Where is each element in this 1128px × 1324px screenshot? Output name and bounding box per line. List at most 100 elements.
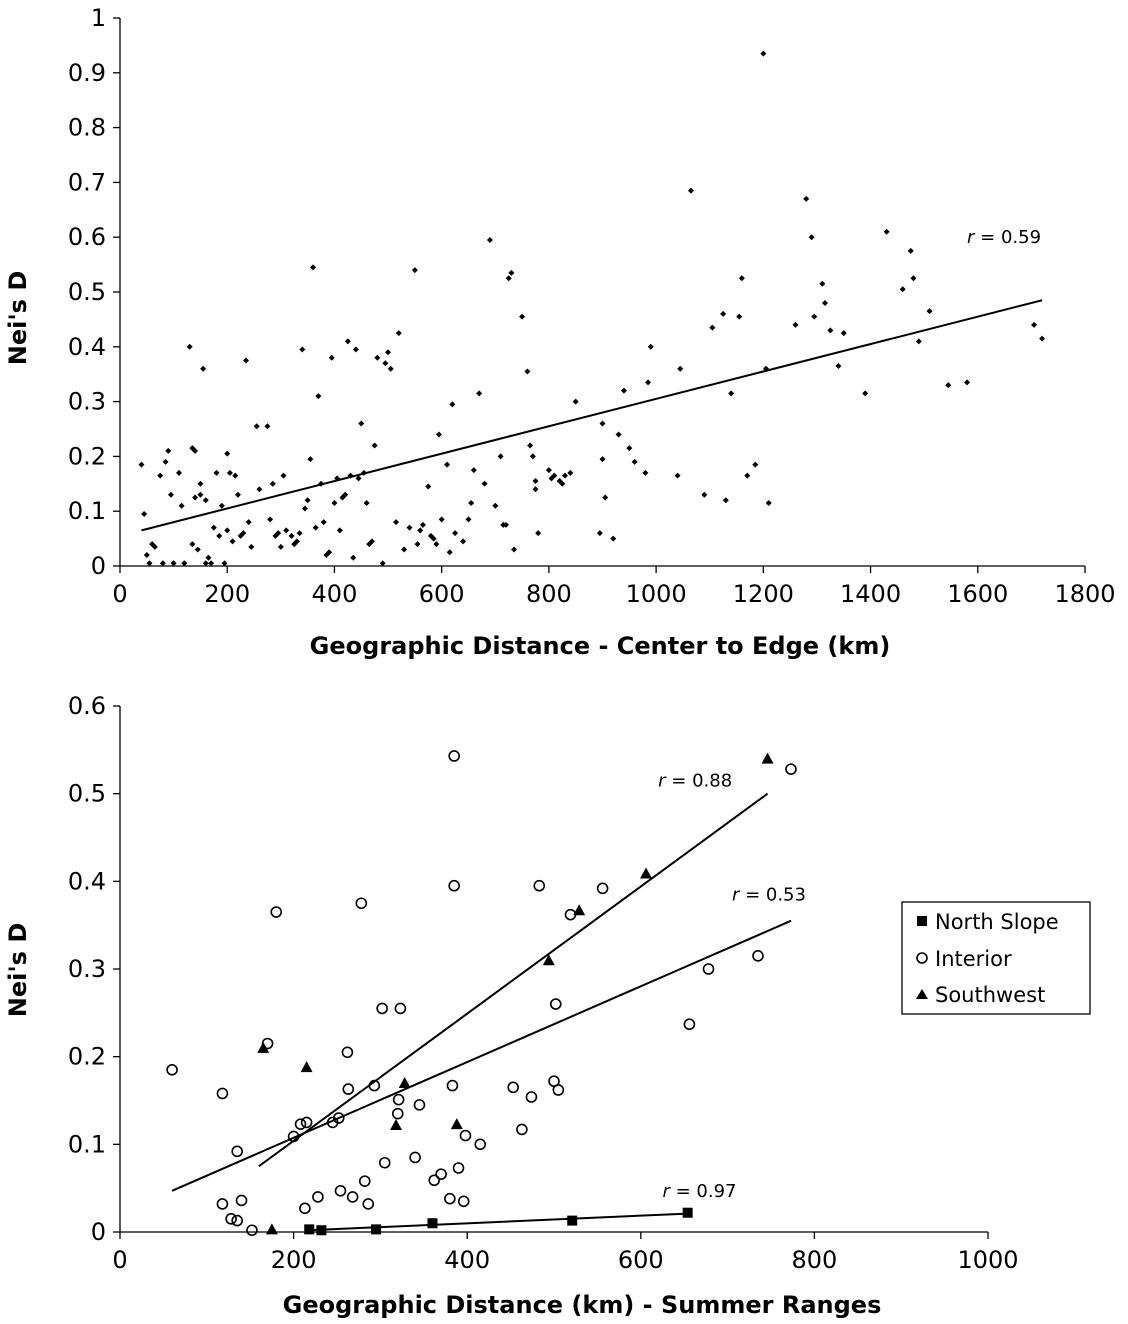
data-point-interior (300, 1116, 313, 1129)
data-point (245, 519, 252, 526)
data-point (738, 275, 745, 282)
data-point (899, 286, 906, 293)
data-point-interior (287, 1130, 300, 1143)
data-point (393, 519, 400, 526)
x-tick-label: 0 (112, 580, 127, 608)
data-point-interior (446, 1079, 459, 1092)
data-point (720, 310, 727, 317)
data-point (157, 472, 164, 479)
x-tick-label: 1200 (733, 580, 794, 608)
data-point (677, 365, 684, 372)
data-point (808, 234, 815, 241)
series-north-slope (304, 1207, 693, 1236)
data-point (221, 560, 228, 567)
data-point (224, 527, 231, 534)
data-point (162, 458, 169, 465)
data-point (438, 516, 445, 523)
data-point (318, 480, 325, 487)
r-symbol: r (663, 1181, 672, 1202)
data-point-north-slope (427, 1218, 438, 1229)
legend-label-north-slope: North Slope (935, 910, 1059, 934)
data-point (763, 365, 770, 372)
data-point (465, 516, 472, 523)
data-point (561, 472, 568, 479)
data-point (1039, 335, 1046, 342)
data-point-interior (459, 1129, 472, 1142)
data-point (299, 346, 306, 353)
data-point (819, 280, 826, 287)
chart-top-axes: 0 0.1 0.2 0.3 0.4 0.5 0.6 0.7 0.8 0.9 1 0 200 400 600 8… (68, 4, 1116, 608)
chart-bottom-axes: 0 0.1 0.2 0.3 0.4 0.5 0.6 0 200 400 600 800 1000 (68, 692, 1019, 1274)
r-label: r = 0.53 (732, 884, 806, 905)
data-point (736, 313, 743, 320)
data-point (334, 475, 341, 482)
data-point (481, 480, 488, 487)
data-point (674, 472, 681, 479)
x-tick-label: 200 (204, 580, 250, 608)
data-point-interior (362, 1198, 375, 1210)
chart-top-fit-lines (141, 299, 1043, 532)
data-point-interior (299, 1202, 311, 1215)
data-point (508, 269, 515, 276)
chart-top-y-axis-title: Nei's D (4, 271, 32, 366)
r-symbol: r (967, 227, 976, 248)
x-tick-label: 1000 (626, 580, 687, 608)
data-point (645, 379, 652, 386)
data-point-interior (702, 963, 715, 975)
data-point-interior (216, 1198, 229, 1210)
data-point (218, 502, 225, 509)
x-tick-label: 800 (791, 1246, 837, 1274)
data-point (347, 472, 354, 479)
y-tick-label: 0.3 (68, 955, 106, 983)
data-point (486, 236, 493, 243)
data-point (497, 453, 504, 460)
data-point-interior (394, 1002, 407, 1015)
x-tick-label: 1000 (957, 1246, 1018, 1274)
data-point-interior (444, 1192, 456, 1205)
data-point-interior (525, 1091, 538, 1103)
data-point-interior (334, 1184, 347, 1197)
data-point (492, 502, 499, 509)
data-point (572, 398, 579, 405)
data-point (827, 327, 834, 334)
data-point (253, 423, 260, 430)
data-point (728, 390, 735, 397)
data-point-interior (596, 882, 609, 895)
data-point (460, 538, 467, 545)
data-point-interior (376, 1002, 388, 1015)
data-point (722, 497, 729, 504)
data-point-north-slope (316, 1225, 327, 1236)
data-point-southwest (542, 954, 555, 966)
data-point-interior (378, 1156, 391, 1169)
y-tick-label: 0.5 (68, 780, 106, 808)
data-point (283, 527, 290, 534)
data-point (352, 346, 359, 353)
series-interior (166, 750, 797, 1237)
data-point (197, 491, 204, 498)
data-point (687, 187, 694, 194)
data-point (371, 442, 378, 449)
data-point (1031, 321, 1038, 328)
data-point (315, 393, 322, 400)
data-point-southwest (761, 752, 774, 764)
y-tick-label: 0.7 (68, 168, 106, 196)
data-point (229, 538, 236, 545)
x-tick-label: 1600 (947, 580, 1008, 608)
data-point-interior (294, 1118, 307, 1130)
data-point (368, 538, 375, 545)
data-point (468, 499, 475, 506)
data-point (310, 264, 316, 271)
data-point-interior (166, 1064, 178, 1076)
legend-square-marker (917, 916, 927, 926)
data-point (167, 491, 174, 498)
regression-line (309, 1212, 688, 1232)
data-point-interior (549, 998, 562, 1010)
data-point-interior (312, 1191, 324, 1203)
data-point (280, 472, 287, 479)
data-point-north-slope (304, 1224, 315, 1235)
data-point (151, 543, 158, 550)
data-point (910, 275, 917, 282)
data-point (344, 338, 351, 345)
data-point-southwest (398, 1076, 411, 1088)
data-point (545, 467, 552, 474)
